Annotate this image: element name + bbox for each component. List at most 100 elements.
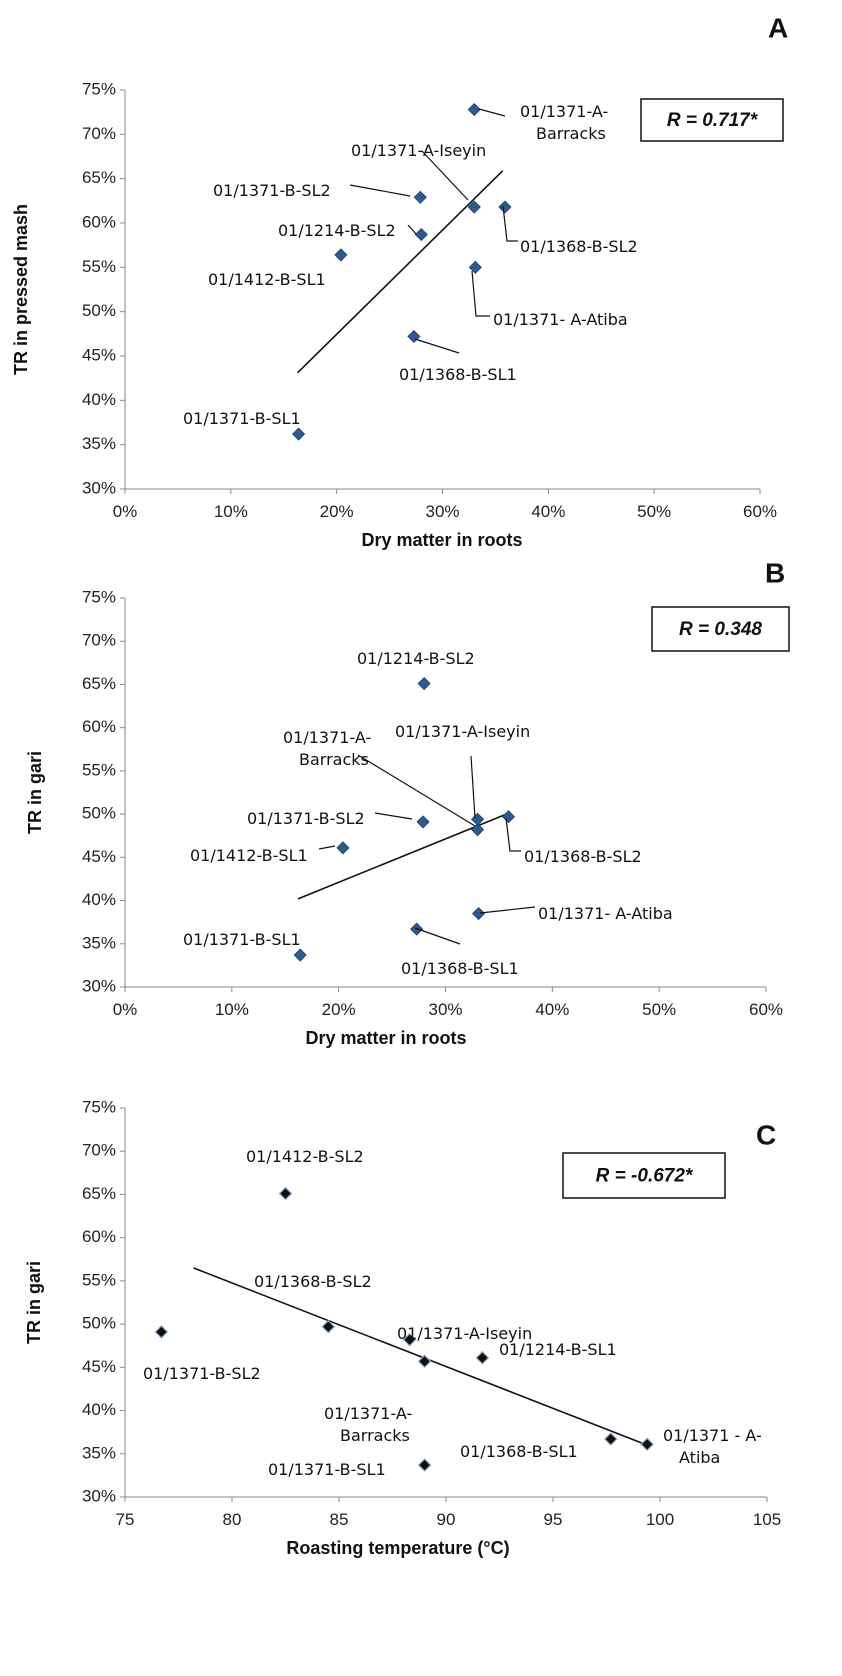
point-label-line: 01/1371-B-SL2 [247, 809, 365, 828]
point-label-line: 01/1371-B-SL1 [183, 409, 301, 428]
leader-line [357, 754, 476, 827]
point-label: 01/1368-B-SL1 [399, 365, 517, 384]
x-tick-label: 0% [113, 1000, 138, 1019]
leader-line [374, 812, 413, 820]
data-point [321, 1319, 336, 1334]
data-point [498, 200, 512, 214]
point-label: 01/1412-B-SL1 [208, 270, 326, 289]
y-tick-label: 50% [82, 301, 116, 320]
point-label: 01/1412-B-SL2 [246, 1147, 364, 1166]
leader-line [505, 817, 521, 852]
y-tick-label: 75% [82, 1097, 116, 1116]
x-tick-label: 20% [322, 1000, 356, 1019]
trendline [193, 1267, 648, 1446]
data-point [278, 1186, 293, 1201]
point-label: 01/1371-A-Iseyin [351, 141, 486, 160]
x-axis-title: Roasting temperature (°C) [286, 1538, 509, 1558]
data-point [154, 1325, 169, 1339]
x-tick-label: 10% [215, 1000, 249, 1019]
point-label-line: 01/1368-B-SL2 [520, 237, 638, 256]
annotation-text: R = -0.672* [596, 1166, 694, 1187]
y-tick-label: 35% [82, 933, 116, 952]
point-label-line: 01/1412-B-SL1 [190, 846, 308, 865]
x-tick-label: 60% [749, 1000, 783, 1019]
annotation-text: R = 0.717* [667, 110, 759, 131]
leader-line [414, 338, 460, 354]
x-tick-label: 85 [330, 1510, 349, 1529]
point-label: 01/1371 - A- Atiba [663, 1426, 762, 1467]
leader-line [421, 150, 469, 201]
x-tick-label: 40% [531, 502, 565, 521]
point-label-line: Barracks [340, 1426, 410, 1445]
y-tick-label: 55% [82, 760, 116, 779]
annotation-box [651, 606, 790, 652]
point-label-line: 01/1214-B-SL2 [357, 649, 475, 668]
data-point [402, 1332, 417, 1347]
point-label: 01/1371- A-Atiba [538, 904, 673, 923]
data-point [640, 1437, 655, 1452]
x-axis-title: Dry matter in roots [361, 530, 522, 550]
point-label: 01/1371-A-Iseyin [397, 1324, 532, 1343]
point-label: 01/1368-B-SL1 [460, 1442, 578, 1461]
x-tick-label: 40% [535, 1000, 569, 1019]
data-point [416, 815, 430, 829]
y-tick-label: 65% [82, 168, 116, 187]
y-tick-label: 60% [82, 717, 116, 736]
point-label: 01/1371-B-SL2 [247, 809, 365, 828]
annotation-box [562, 1152, 726, 1199]
x-tick-label: 50% [642, 1000, 676, 1019]
leader-line [349, 184, 411, 197]
point-label-line: 01/1371-B-SL2 [213, 181, 331, 200]
point-label-line: 01/1368-B-SL2 [254, 1272, 372, 1291]
point-label: 01/1368-B-SL2 [254, 1272, 372, 1291]
y-tick-label: 50% [82, 1314, 116, 1333]
x-tick-label: 80 [223, 1510, 242, 1529]
point-label: 01/1371- A-Atiba [493, 310, 628, 329]
point-label-line: Barracks [536, 124, 606, 143]
y-tick-label: 70% [82, 124, 116, 143]
trendline [297, 813, 507, 900]
y-tick-label: 50% [82, 804, 116, 823]
point-label: 01/1214-B-SL2 [278, 221, 396, 240]
y-axis-title: TR in gari [25, 751, 45, 834]
y-tick-label: 30% [82, 478, 116, 497]
point-label: 01/1371-B-SL1 [183, 409, 301, 428]
y-axis-title: TR in pressed mash [11, 204, 31, 375]
point-label: 01/1368-B-SL1 [401, 959, 519, 978]
y-tick-label: 30% [82, 1486, 116, 1505]
data-point [468, 260, 482, 274]
x-tick-label: 30% [425, 502, 459, 521]
point-label-line: 01/1371-B-SL2 [143, 1364, 261, 1383]
panel-b: B 30% 35% 40% 45% 50% 55% 60% 65% 70% 75% 0% 10% 20% 3… [25, 557, 790, 1048]
y-tick-label: 45% [82, 345, 116, 364]
data-point [407, 329, 421, 344]
point-label-line: 01/1371-A-Iseyin [351, 141, 486, 160]
point-label: 01/1368-B-SL2 [524, 847, 642, 866]
point-label-line: 01/1412-B-SL2 [246, 1147, 364, 1166]
leader-line [502, 205, 518, 242]
y-tick-label: 60% [82, 1227, 116, 1246]
leader-line [479, 906, 536, 914]
panel-a: A 30% 35% 40% 45% 50% 55% 60% 65% 70% 75% 0% 10% 20% 3… [11, 12, 788, 550]
y-axis-title: TR in gari [24, 1261, 44, 1344]
x-tick-label: 90 [437, 1510, 456, 1529]
y-tick-label: 30% [82, 976, 116, 995]
point-label-line: 01/1371-A- [283, 728, 371, 747]
point-label-line: 01/1371- A-Atiba [493, 310, 628, 329]
panel-letter: A [768, 12, 788, 43]
y-tick-label: 40% [82, 890, 116, 909]
panel-letter: B [765, 557, 785, 588]
y-tick-label: 75% [82, 79, 116, 98]
point-label: 01/1214-B-SL1 [499, 1340, 617, 1359]
data-point [470, 823, 485, 837]
data-point [475, 1350, 490, 1365]
data-point [334, 248, 348, 262]
point-label-line: 01/1371-A-Iseyin [397, 1324, 532, 1343]
point-label: 01/1371-B-SL2 [213, 181, 331, 200]
point-label-line: 01/1368-B-SL1 [460, 1442, 578, 1461]
y-tick-label: 40% [82, 390, 116, 409]
y-tick-label: 65% [82, 674, 116, 693]
point-label: 01/1214-B-SL2 [357, 649, 475, 668]
point-label: 01/1371-B-SL2 [143, 1364, 261, 1383]
